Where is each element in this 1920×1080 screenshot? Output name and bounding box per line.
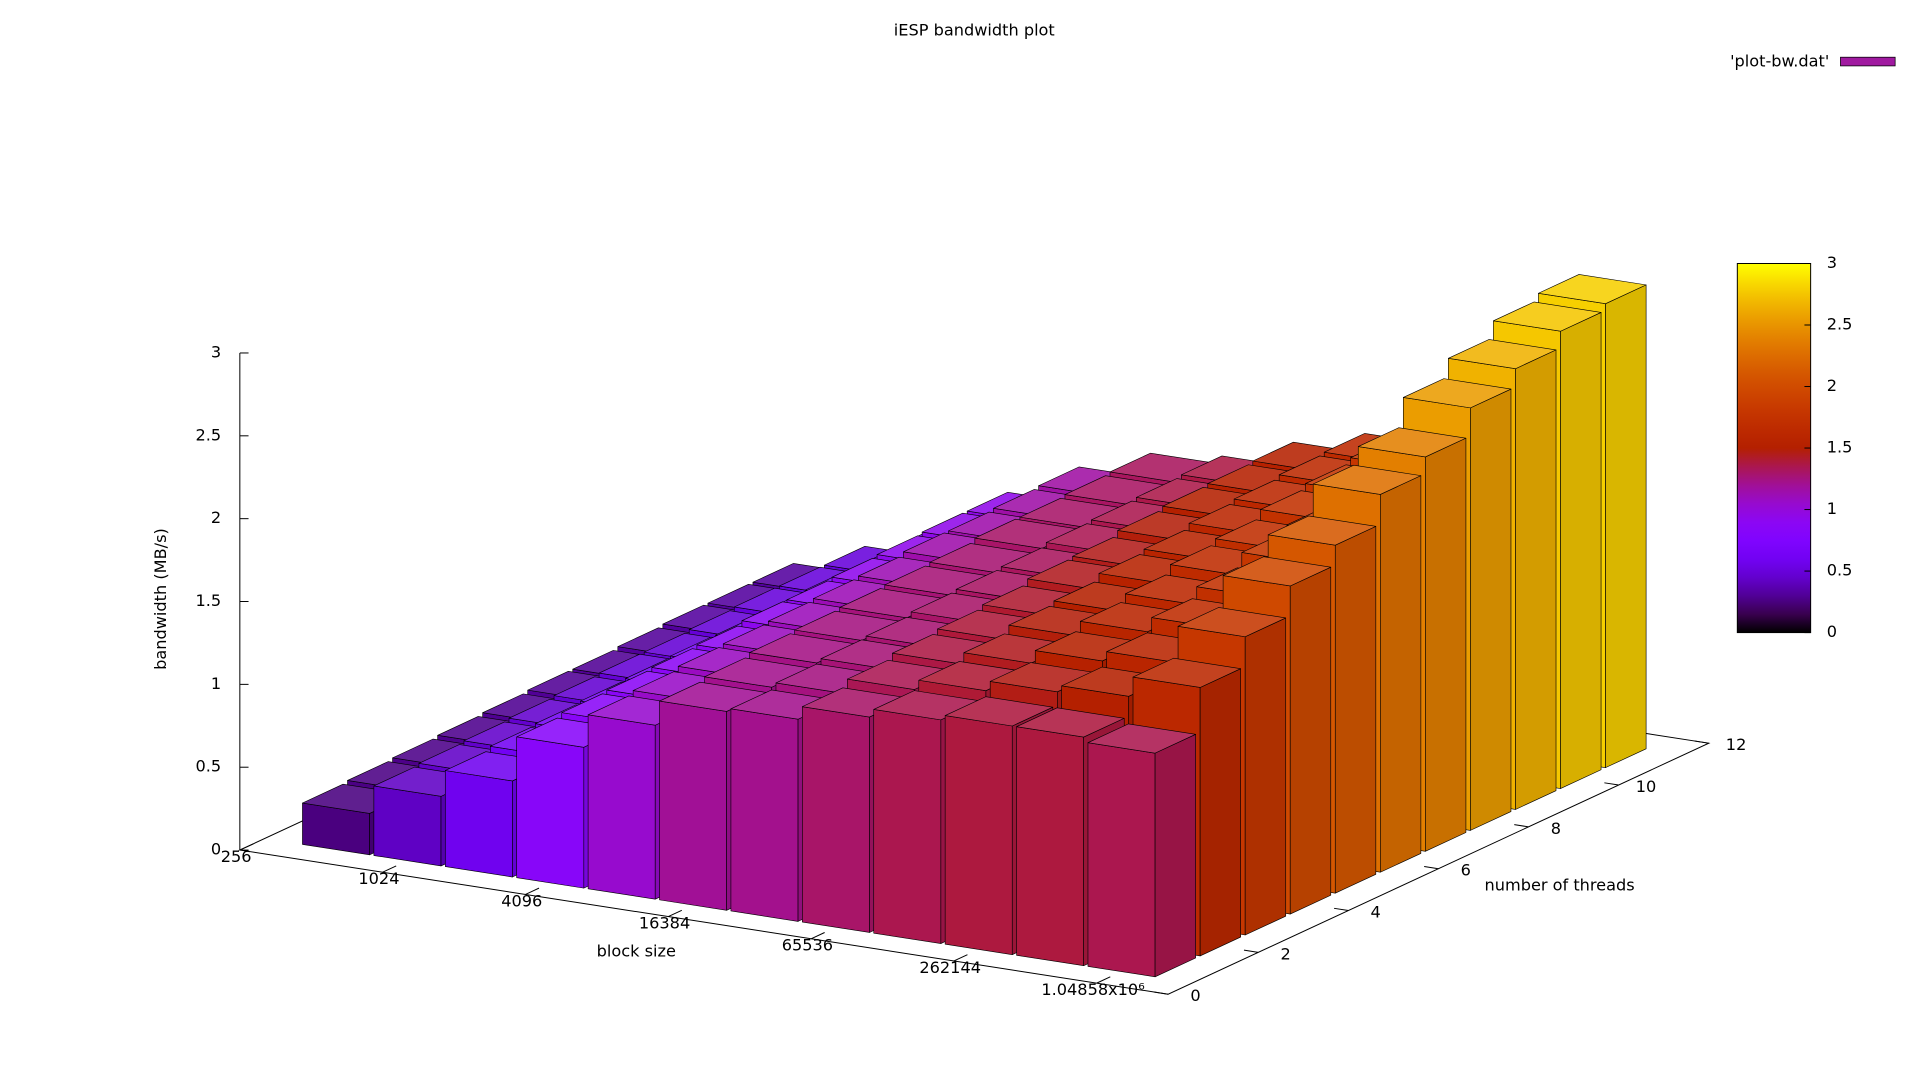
legend-swatch [1840, 56, 1896, 67]
x-tick-label: 1.04858x10⁶ [1041, 980, 1144, 999]
y-tick-label: 6 [1461, 861, 1471, 880]
z-tick-label: 2 [211, 508, 221, 527]
bar-front [659, 700, 727, 911]
y-tick-label: 8 [1551, 819, 1561, 838]
bar-side [1244, 617, 1287, 936]
y-tick [1604, 782, 1619, 786]
colorbar [1736, 262, 1812, 634]
x-tick-label: 16384 [639, 914, 690, 933]
bar-side [1289, 566, 1332, 915]
x-tick [382, 865, 397, 873]
chart-title: iESP bandwidth plot [894, 21, 1055, 40]
bar-side [1199, 668, 1241, 957]
x-tick [953, 954, 968, 962]
x-tick-label: 256 [221, 847, 252, 866]
bar-front [373, 785, 442, 867]
x-tick-label: 1024 [358, 869, 399, 888]
y-tick-label: 4 [1371, 903, 1381, 922]
colorbar-tick-label: 2 [1827, 376, 1837, 395]
bar-top [1177, 607, 1287, 638]
y-tick [1694, 740, 1709, 744]
y-tick-label: 10 [1636, 777, 1657, 796]
y-axis-label: number of threads [1485, 876, 1635, 895]
z-axis-label: bandwidth (MB/s) [151, 528, 170, 670]
bar-top [1016, 707, 1125, 738]
z-tick-label: 2.5 [196, 425, 222, 444]
x-tick-label: 4096 [501, 891, 542, 910]
y-tick-label: 12 [1726, 735, 1747, 754]
colorbar-tick-label: 2.5 [1827, 315, 1853, 334]
y-tick [1514, 824, 1529, 828]
bar-front [873, 709, 942, 944]
bar-top [1087, 723, 1196, 754]
x-tick [239, 843, 254, 851]
bar-side [1154, 734, 1196, 978]
y-tick-label: 2 [1280, 944, 1290, 963]
bar-top [944, 696, 1054, 727]
colorbar-tick-label: 1 [1827, 499, 1837, 518]
bar-side [1515, 349, 1557, 810]
colorbar-tick-label: 1.5 [1827, 438, 1853, 457]
bar-side [1334, 526, 1377, 894]
x-tick [525, 887, 540, 895]
bar-top [1357, 427, 1467, 458]
z-tick-label: 0.5 [196, 757, 222, 776]
z-tick-label: 1 [211, 674, 221, 693]
bar-top [1312, 464, 1422, 495]
bar-side [1560, 312, 1602, 789]
bar-side [1470, 388, 1512, 831]
bar-front [444, 770, 513, 878]
bar-front [944, 715, 1013, 955]
z-tick-label: 1.5 [196, 591, 222, 610]
bar-top [1538, 274, 1647, 305]
x-tick-label: 262144 [919, 958, 981, 977]
bar-front [1087, 742, 1156, 978]
bar-top [1222, 556, 1332, 587]
bar-side [1425, 437, 1467, 852]
x-tick [1096, 976, 1111, 984]
legend-label: 'plot-bw.dat' [1730, 52, 1829, 71]
colorbar-tick-label: 0 [1827, 622, 1837, 641]
x-tick [810, 932, 825, 940]
y-tick [1333, 907, 1349, 912]
x-axis-label: block size [597, 941, 676, 960]
bar-top [1448, 339, 1557, 370]
y-tick [1243, 949, 1259, 953]
bar-front [1016, 726, 1084, 967]
bar-side [1380, 475, 1422, 873]
y-tick [1424, 865, 1439, 870]
bar [1087, 723, 1196, 978]
colorbar-tick-label: 0.5 [1827, 561, 1853, 580]
bar-front [730, 708, 799, 922]
y-tick-label: 0 [1190, 986, 1200, 1005]
bar-top [1132, 657, 1241, 688]
bar-top [1493, 301, 1602, 332]
bar-side [1605, 284, 1647, 768]
bar-top [1267, 515, 1377, 546]
bar-front [802, 706, 870, 933]
bar-front [587, 714, 656, 900]
bar-front [516, 736, 585, 889]
y-tick [1153, 991, 1169, 995]
bar-top [1402, 378, 1512, 409]
z-tick-label: 0 [211, 840, 221, 859]
x-tick-label: 65536 [782, 936, 833, 955]
colorbar-tick-label: 3 [1827, 253, 1837, 272]
z-tick-label: 3 [211, 342, 221, 361]
x-tick [668, 909, 683, 918]
